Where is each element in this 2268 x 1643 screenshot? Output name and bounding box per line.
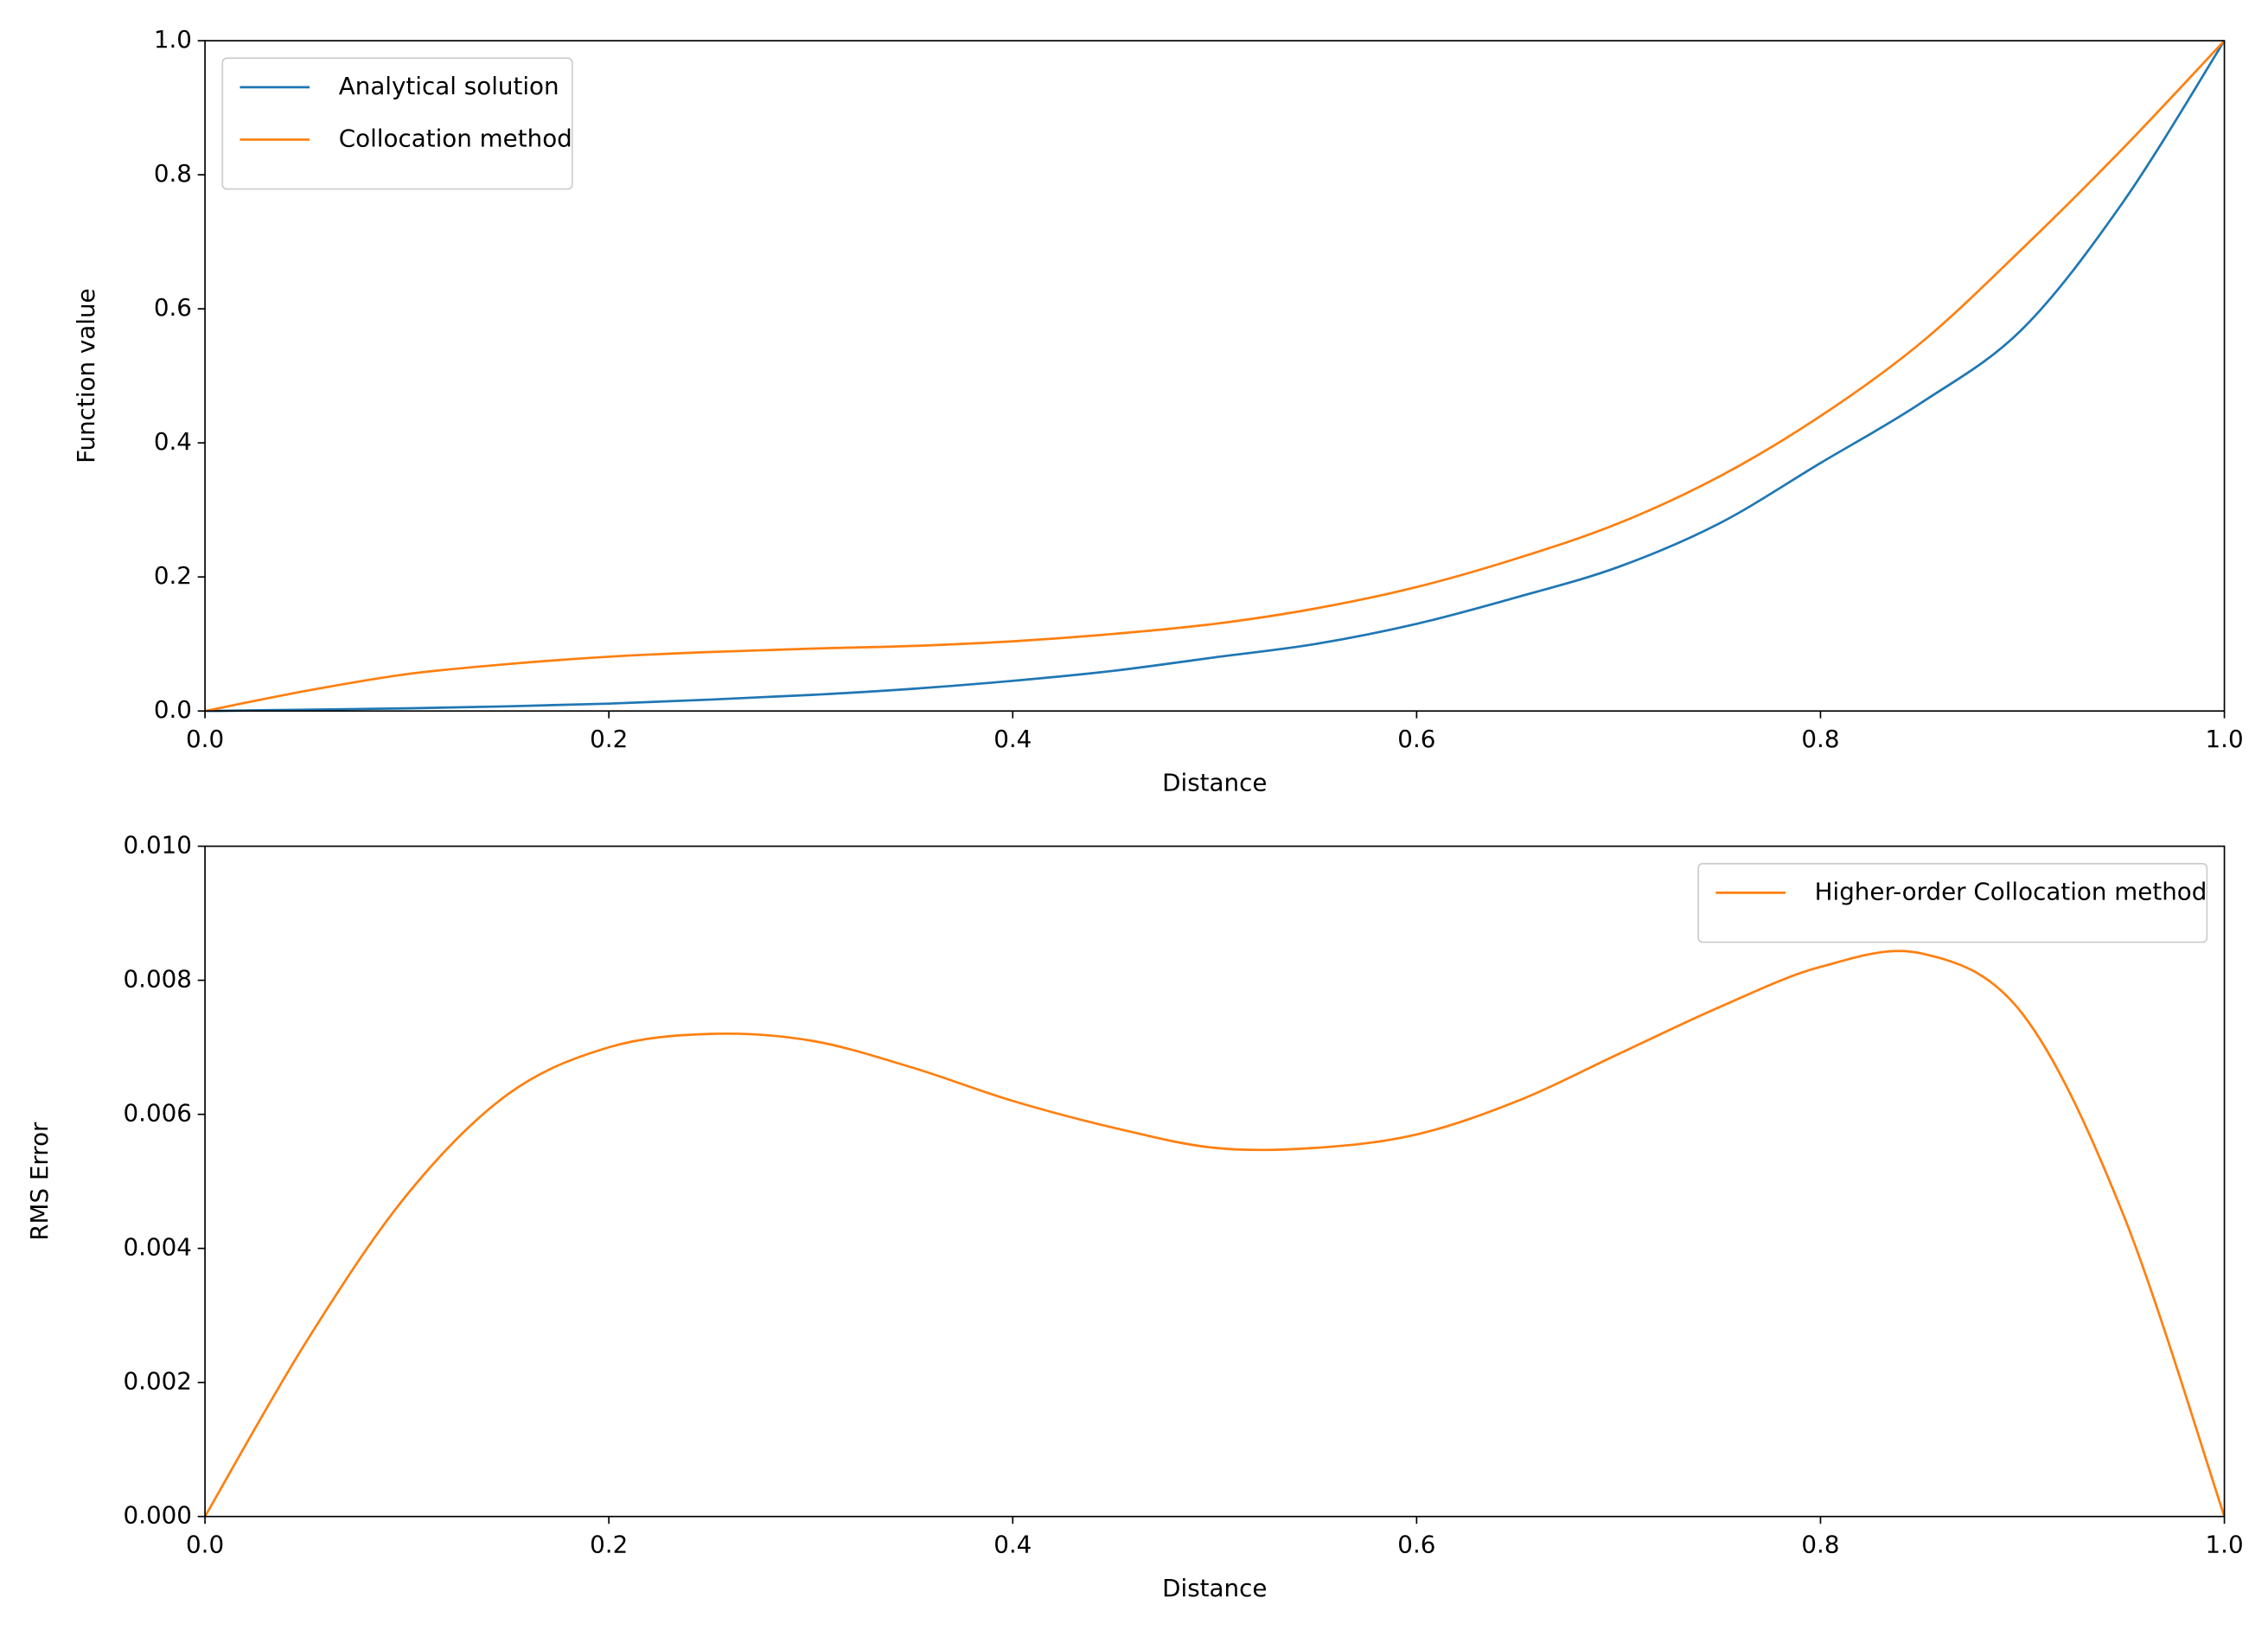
y-axis-label: Function value [72,288,100,463]
y-tick-label: 0.002 [124,1367,192,1396]
legend-label: Analytical solution [339,72,559,100]
x-tick-label: 0.6 [1397,725,1435,753]
y-tick-label: 0.6 [154,293,192,322]
legend: Analytical solution Collocation method [221,57,573,190]
series-line [204,40,2226,713]
legend-box [1697,862,2208,943]
y-tick-label: 0.000 [124,1501,192,1530]
subplot: 0.0 0.2 0.4 0.6 0.8 1.0 0.0 0.2 0.4 0.6 0.8 1.0 Dist… [72,25,2244,796]
x-tick-label: 0.6 [1397,1530,1435,1558]
x-axis-label: Distance [1162,768,1267,796]
y-axis-label: RMS Error [25,1122,54,1241]
legend-label: Higher-order Collocation method [1815,877,2207,905]
series-line [205,40,2226,713]
y-tick-label: 0.8 [154,159,192,188]
legend-label: Collocation method [339,124,572,152]
y-tick-label: 0.4 [154,427,192,456]
subplot: 0.0 0.2 0.4 0.6 0.8 1.0 0.000 0.002 0.004 0.006 0.… [25,831,2244,1602]
y-tick-label: 0.006 [124,1099,192,1128]
x-tick-label: 0.2 [590,725,628,753]
axes-frame [204,845,2226,1518]
legend: Higher-order Collocation method [1697,862,2208,943]
y-tick-label: 0.010 [124,831,192,860]
y-tick-label: 0.2 [154,561,192,590]
legend-box [221,57,573,190]
x-tick-label: 0.4 [993,725,1032,753]
axes-frame [204,40,2226,713]
x-tick-label: 1.0 [2206,725,2244,753]
y-tick-label: 0.004 [124,1233,192,1262]
x-tick-label: 0.0 [186,1530,224,1558]
x-tick-label: 1.0 [2206,1530,2244,1558]
x-axis-label: Distance [1162,1574,1267,1602]
x-tick-label: 0.0 [186,725,224,753]
y-tick-label: 1.0 [154,25,192,54]
series-line [203,949,2226,1518]
y-tick-label: 0.008 [124,965,192,994]
x-tick-label: 0.4 [993,1530,1032,1558]
x-tick-label: 0.8 [1801,725,1839,753]
y-tick-label: 0.0 [154,695,192,724]
x-tick-label: 0.8 [1801,1530,1839,1558]
x-tick-label: 0.2 [590,1530,628,1558]
